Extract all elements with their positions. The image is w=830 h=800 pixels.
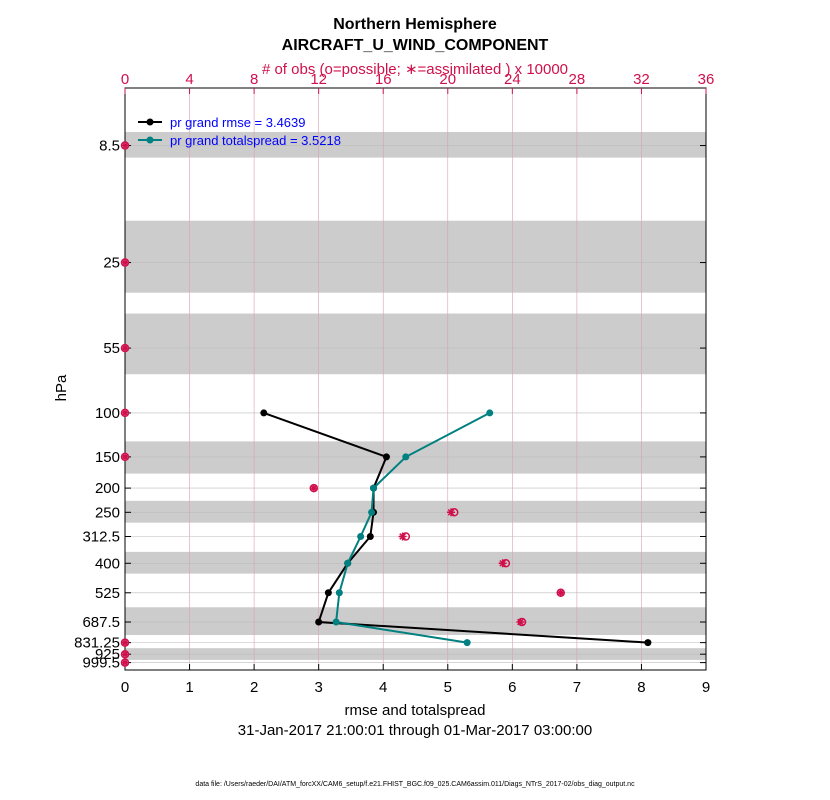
layer-band-0	[125, 131, 706, 158]
obs-assimilated-marker	[121, 344, 129, 353]
top-tick-label: 12	[310, 71, 327, 88]
top-tick-label: 24	[504, 71, 521, 88]
layer-band-1	[125, 220, 706, 293]
x-tick-label: 8	[637, 679, 645, 696]
top-tick-label: 4	[185, 71, 193, 88]
x-tick-label: 1	[185, 679, 193, 696]
y-tick-label: 525	[95, 585, 120, 602]
y-tick-label: 8.5	[99, 138, 120, 155]
y-tick-label: 925	[95, 646, 120, 663]
plot-border	[124, 87, 707, 671]
layer-band-2	[125, 313, 706, 375]
y-tick-label: 150	[95, 449, 120, 466]
grid-lines	[125, 88, 706, 670]
obs-assimilated-marker	[447, 508, 456, 517]
top-tick-label: 32	[633, 71, 650, 88]
obs-assimilated-marker	[556, 588, 565, 597]
top-tick-label: 36	[698, 71, 715, 88]
series-point-1	[332, 618, 340, 626]
x-tick-label: 4	[379, 679, 387, 696]
series-lines	[260, 409, 652, 647]
series-point-1	[357, 533, 365, 541]
y-tick-label: 400	[95, 555, 120, 572]
y-tick-label: 55	[103, 340, 120, 357]
obs-assimilated-marker	[121, 408, 129, 417]
x-tick-label: 2	[250, 679, 258, 696]
obs-assimilated-marker	[121, 141, 129, 150]
y-tick-label: 25	[103, 255, 120, 272]
plot-frame	[124, 87, 707, 671]
chart-subtitle: AIRCRAFT_U_WIND_COMPONENT	[282, 37, 549, 54]
x-tick-label: 3	[314, 679, 322, 696]
x-tick-label: 9	[702, 679, 710, 696]
layer-band-4	[125, 500, 706, 523]
obs-count-markers	[120, 141, 565, 667]
x-tick-label: 6	[508, 679, 516, 696]
obs-assimilated-marker	[121, 638, 129, 647]
top-tick-label: 0	[121, 71, 129, 88]
series-point-0	[260, 409, 268, 417]
series-point-1	[402, 453, 410, 461]
series-point-0	[315, 618, 323, 626]
top-tick-label: 8	[250, 71, 258, 88]
series-point-0	[644, 639, 652, 647]
top-axis-label: # of obs (o=possible; ∗=assimilated ) x …	[262, 61, 568, 78]
obs-assimilated-marker	[121, 452, 129, 461]
y-axis-label: hPa	[53, 374, 70, 401]
x-axis-ticks: 0 1 2 3 4 5 6 7 8 9	[121, 664, 710, 696]
legend: pr grand rmse = 3.4639 pr grand totalspr…	[138, 115, 341, 148]
layer-band-3	[125, 441, 706, 474]
x-tick-label: 0	[121, 679, 129, 696]
layer-bands	[125, 131, 706, 660]
x-axis-label: rmse and totalspread	[345, 702, 486, 719]
obs-assimilated-marker	[121, 258, 129, 267]
series-point-0	[366, 533, 374, 541]
obs-assimilated-marker	[121, 650, 129, 659]
series-point-0	[324, 589, 332, 597]
y-tick-label: 831.25	[74, 635, 120, 652]
top-tick-label: 28	[569, 71, 586, 88]
series-point-1	[463, 639, 471, 647]
series-point-1	[486, 409, 494, 417]
y-tick-label: 687.5	[82, 614, 120, 631]
layer-band-5	[125, 551, 706, 574]
y-tick-label: 100	[95, 405, 120, 422]
layer-band-6	[125, 607, 706, 636]
obs-assimilated-marker	[309, 484, 318, 493]
obs-assimilated-marker	[121, 658, 129, 667]
top-tick-label: 20	[439, 71, 456, 88]
x-tick-label: 5	[444, 679, 452, 696]
x-tick-label: 7	[573, 679, 581, 696]
data-file-footnote: data file: /Users/raeder/DAI/ATM_forcXX/…	[195, 781, 635, 788]
top-tick-label: 16	[375, 71, 392, 88]
chart-title: Northern Hemisphere	[333, 16, 497, 33]
y-tick-label: 312.5	[82, 529, 120, 546]
legend-marker-rmse	[146, 118, 154, 126]
series-point-0	[382, 453, 390, 461]
y-tick-label: 200	[95, 480, 120, 497]
legend-label-spread: pr grand totalspread = 3.5218	[170, 133, 341, 148]
y-tick-label: 250	[95, 504, 120, 521]
obs-assimilated-marker	[498, 559, 507, 568]
legend-label-rmse: pr grand rmse = 3.4639	[170, 115, 306, 130]
obs-assimilated-marker	[516, 618, 525, 627]
top-axis-ticks: 0 4 8 12 16 20 24 28 32 36	[121, 71, 715, 94]
series-point-1	[335, 589, 343, 597]
obs-assimilated-marker	[398, 532, 407, 541]
series-point-1	[344, 559, 352, 567]
series-point-1	[370, 484, 378, 492]
legend-marker-spread	[146, 136, 154, 144]
y-axis-ticks: 8.5 25 55 100 150 200 250 312.5 400 525 687.5 831.2…	[74, 138, 706, 672]
date-range-label: 31-Jan-2017 21:00:01 through 01-Mar-2017…	[238, 722, 592, 739]
series-point-1	[368, 508, 376, 516]
y-tick-label: 999.5	[82, 655, 120, 672]
